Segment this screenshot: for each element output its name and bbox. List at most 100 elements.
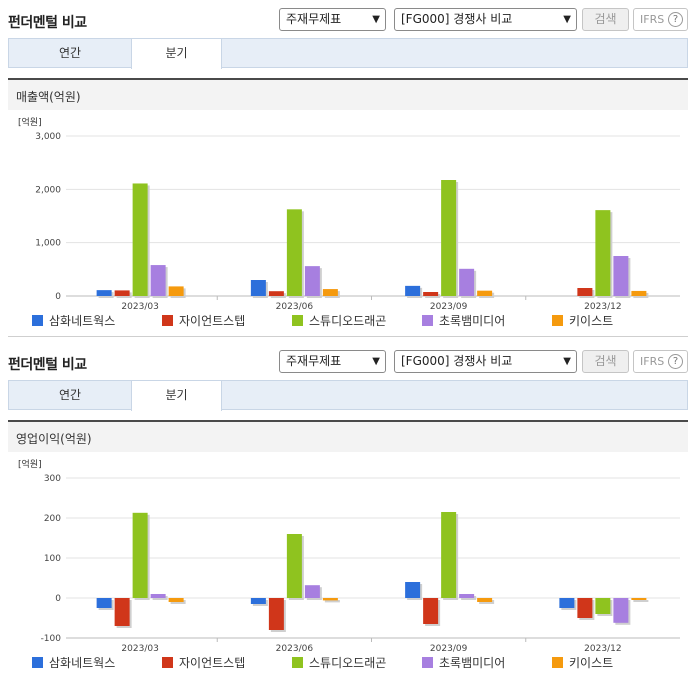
search-button[interactable]: 검색 <box>582 350 629 373</box>
bar <box>268 598 284 630</box>
legend-label: 삼화네트웍스 <box>49 314 116 328</box>
divider <box>8 336 688 337</box>
panel-title: 펀더멘털 비교 <box>8 357 87 373</box>
bar <box>441 512 457 598</box>
bar <box>132 183 148 296</box>
panel-header: 펀더멘털 비교 주재무제표 ▼ [FG000] 경쟁사 비교 ▼ 검색 IFRS… <box>0 0 696 38</box>
chevron-down-icon: ▼ <box>372 356 380 367</box>
search-button[interactable]: 검색 <box>582 8 629 31</box>
legend-item[interactable]: 자이언트스텝 <box>162 312 245 328</box>
revenue-chart: [억원] 0 1,000 2,000 3,000 2023/03 2023/06 2023/0… <box>8 110 688 310</box>
legend-swatch <box>422 315 433 326</box>
legend-swatch <box>32 315 43 326</box>
legend-swatch <box>292 657 303 668</box>
bar <box>114 598 130 626</box>
tab-annual[interactable]: 연간 <box>58 46 82 60</box>
y-tick-label: 1,000 <box>35 239 61 249</box>
ifrs-label: IFRS <box>640 355 665 368</box>
help-icon: ? <box>668 354 683 369</box>
ifrs-label: IFRS <box>640 13 665 26</box>
y-tick-label: 200 <box>44 514 61 524</box>
panel-header: 펀더멘털 비교 주재무제표 ▼ [FG000] 경쟁사 비교 ▼ 검색 IFRS… <box>0 342 696 380</box>
legend-item[interactable]: 삼화네트웍스 <box>32 312 115 328</box>
bar <box>322 289 338 296</box>
bar <box>150 265 166 296</box>
period-tabs: 연간 분기 <box>8 380 688 411</box>
bar-shadow <box>324 600 340 603</box>
legend-item[interactable]: 키이스트 <box>552 312 613 328</box>
bar <box>168 598 184 602</box>
revenue-chart-svg: [억원] 0 1,000 2,000 3,000 2023/03 2023/06 2023/0… <box>18 116 680 310</box>
bar <box>595 598 611 614</box>
x-tick-label: 2023/12 <box>584 644 621 654</box>
legend-item[interactable]: 스튜디오드래곤 <box>292 654 386 670</box>
bar <box>577 598 593 618</box>
bar <box>613 598 629 623</box>
tab-quarterly[interactable]: 분기 <box>131 39 222 69</box>
legend-swatch <box>292 315 303 326</box>
bar <box>96 598 112 608</box>
tab-quarterly[interactable]: 분기 <box>131 381 222 411</box>
y-tick-label: 0 <box>55 292 61 302</box>
legend-label: 키이스트 <box>569 314 614 328</box>
bar <box>613 256 629 296</box>
tab-annual[interactable]: 연간 <box>58 388 82 402</box>
x-tick-label: 2023/12 <box>584 302 621 310</box>
legend-swatch <box>422 657 433 668</box>
bar <box>322 598 338 601</box>
bar <box>577 288 593 296</box>
bar <box>559 598 575 608</box>
peer-group-value: [FG000] 경쟁사 비교 <box>401 12 513 26</box>
bar <box>477 290 493 296</box>
section-header: 매출액(억원) <box>8 78 688 110</box>
chevron-down-icon: ▼ <box>372 14 380 25</box>
legend-swatch <box>162 315 173 326</box>
legend-label: 키이스트 <box>569 656 614 670</box>
bar <box>441 180 457 296</box>
legend-swatch <box>552 315 563 326</box>
chart-legend: 삼화네트웍스 자이언트스텝 스튜디오드래곤 초록뱀미디어 키이스트 <box>28 654 688 670</box>
legend-item[interactable]: 삼화네트웍스 <box>32 654 115 670</box>
peer-group-value: [FG000] 경쟁사 비교 <box>401 354 513 368</box>
bar <box>423 292 439 296</box>
bar <box>595 210 611 296</box>
bar <box>304 266 320 296</box>
bar <box>96 290 112 296</box>
statement-type-value: 주재무제표 <box>286 354 342 368</box>
x-tick-label: 2023/06 <box>276 644 314 654</box>
legend-swatch <box>552 657 563 668</box>
bar <box>168 286 184 296</box>
bar <box>405 285 421 296</box>
ifrs-help-button[interactable]: IFRS ? <box>633 350 688 373</box>
legend-label: 스튜디오드래곤 <box>309 656 387 670</box>
legend-label: 초록뱀미디어 <box>439 314 506 328</box>
legend-item[interactable]: 자이언트스텝 <box>162 654 245 670</box>
bar <box>405 582 421 598</box>
y-tick-label: 300 <box>44 474 61 484</box>
x-tick-label: 2023/03 <box>121 302 158 310</box>
help-icon: ? <box>668 12 683 27</box>
bar <box>459 268 475 296</box>
peer-group-select[interactable]: [FG000] 경쟁사 비교 ▼ <box>394 350 577 373</box>
statement-type-select[interactable]: 주재무제표 ▼ <box>279 8 386 31</box>
statement-type-select[interactable]: 주재무제표 ▼ <box>279 350 386 373</box>
period-tabs: 연간 분기 <box>8 38 688 69</box>
y-tick-label: -100 <box>41 634 62 644</box>
legend-label: 자이언트스텝 <box>179 656 246 670</box>
legend-label: 자이언트스텝 <box>179 314 246 328</box>
operating-income-chart: [억원] -100 0 100 200 300 2023/03 2023/06 2023/09 2… <box>8 452 688 654</box>
fundamental-panel-revenue: 펀더멘털 비교 주재무제표 ▼ [FG000] 경쟁사 비교 ▼ 검색 IFRS… <box>0 0 696 340</box>
peer-group-select[interactable]: [FG000] 경쟁사 비교 ▼ <box>394 8 577 31</box>
bar <box>250 280 266 296</box>
bar <box>477 598 493 602</box>
legend-swatch <box>162 657 173 668</box>
chevron-down-icon: ▼ <box>563 356 571 367</box>
section-title: 매출액(억원) <box>16 90 81 104</box>
x-tick-label: 2023/09 <box>430 644 468 654</box>
ifrs-help-button[interactable]: IFRS ? <box>633 8 688 31</box>
legend-item[interactable]: 초록뱀미디어 <box>422 312 505 328</box>
legend-item[interactable]: 스튜디오드래곤 <box>292 312 386 328</box>
y-tick-label: 2,000 <box>35 185 61 195</box>
legend-item[interactable]: 키이스트 <box>552 654 613 670</box>
legend-item[interactable]: 초록뱀미디어 <box>422 654 505 670</box>
